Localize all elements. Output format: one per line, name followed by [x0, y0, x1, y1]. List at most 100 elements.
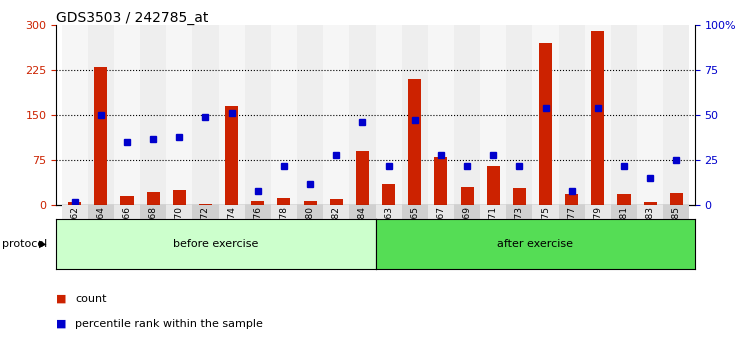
Text: GDS3503 / 242785_at: GDS3503 / 242785_at — [56, 11, 209, 25]
Bar — [68, 202, 81, 205]
Bar — [114, 205, 140, 219]
Text: GSM306079: GSM306079 — [593, 206, 602, 261]
Text: GSM306067: GSM306067 — [436, 206, 445, 261]
Text: GSM306075: GSM306075 — [541, 206, 550, 261]
Bar — [146, 192, 160, 205]
Bar — [506, 205, 532, 219]
Text: GSM306064: GSM306064 — [96, 206, 105, 261]
Text: GSM306078: GSM306078 — [279, 206, 288, 261]
Bar — [591, 31, 605, 205]
Text: GSM306085: GSM306085 — [672, 206, 681, 261]
Text: GSM306062: GSM306062 — [70, 206, 79, 261]
Text: GSM306076: GSM306076 — [253, 206, 262, 261]
Text: GSM306070: GSM306070 — [175, 206, 184, 261]
Bar — [460, 187, 474, 205]
Bar — [349, 25, 376, 205]
Bar — [644, 202, 656, 205]
Text: ■: ■ — [56, 294, 67, 304]
Bar — [95, 67, 107, 205]
Bar — [297, 205, 323, 219]
Bar — [409, 79, 421, 205]
Bar — [663, 25, 689, 205]
Bar — [252, 200, 264, 205]
Bar — [663, 205, 689, 219]
Bar — [513, 188, 526, 205]
Bar — [114, 25, 140, 205]
Text: count: count — [75, 294, 107, 304]
Bar — [670, 193, 683, 205]
Text: GSM306063: GSM306063 — [384, 206, 393, 261]
Bar — [611, 25, 637, 205]
Bar — [140, 25, 166, 205]
Bar — [617, 194, 631, 205]
Bar — [277, 198, 291, 205]
Bar — [566, 194, 578, 205]
Text: GSM306080: GSM306080 — [306, 206, 315, 261]
Text: GSM306065: GSM306065 — [410, 206, 419, 261]
Bar — [245, 25, 271, 205]
Bar — [271, 205, 297, 219]
Bar — [611, 205, 637, 219]
Bar — [637, 205, 663, 219]
Bar — [303, 200, 317, 205]
Bar — [382, 184, 395, 205]
Bar — [166, 205, 192, 219]
Bar — [532, 25, 559, 205]
Bar — [271, 25, 297, 205]
Text: GSM306081: GSM306081 — [620, 206, 629, 261]
Text: GSM306069: GSM306069 — [463, 206, 472, 261]
Bar — [297, 25, 323, 205]
Bar — [637, 25, 663, 205]
Bar — [376, 25, 402, 205]
Bar — [434, 157, 448, 205]
Text: GSM306077: GSM306077 — [567, 206, 576, 261]
Bar — [330, 199, 342, 205]
Bar — [454, 205, 480, 219]
Text: GSM306074: GSM306074 — [227, 206, 236, 261]
Text: GSM306072: GSM306072 — [201, 206, 210, 261]
Text: GSM306071: GSM306071 — [489, 206, 498, 261]
Text: percentile rank within the sample: percentile rank within the sample — [75, 319, 263, 329]
Bar — [585, 205, 611, 219]
Text: GSM306084: GSM306084 — [358, 206, 367, 261]
Bar — [487, 166, 499, 205]
Bar — [559, 25, 585, 205]
Bar — [88, 25, 114, 205]
Bar — [532, 205, 559, 219]
Text: after exercise: after exercise — [497, 239, 573, 249]
Bar — [480, 25, 506, 205]
Bar — [219, 205, 245, 219]
Bar — [219, 25, 245, 205]
Bar — [62, 25, 88, 205]
Bar — [402, 205, 428, 219]
Text: ▶: ▶ — [39, 239, 47, 249]
Bar — [428, 205, 454, 219]
Bar — [166, 25, 192, 205]
Bar — [192, 25, 219, 205]
Bar — [349, 205, 376, 219]
Bar — [480, 205, 506, 219]
Text: GSM306082: GSM306082 — [332, 206, 341, 261]
Bar — [559, 205, 585, 219]
Bar — [173, 190, 185, 205]
Bar — [454, 25, 480, 205]
Bar — [585, 25, 611, 205]
Text: ■: ■ — [56, 319, 67, 329]
Bar — [539, 43, 552, 205]
Bar — [506, 25, 532, 205]
Bar — [88, 205, 114, 219]
Bar — [376, 205, 402, 219]
Text: before exercise: before exercise — [173, 239, 258, 249]
Text: GSM306066: GSM306066 — [122, 206, 131, 261]
Text: GSM306073: GSM306073 — [515, 206, 524, 261]
Bar — [323, 25, 349, 205]
Bar — [356, 151, 369, 205]
Text: protocol: protocol — [2, 239, 47, 249]
Bar — [199, 204, 212, 205]
Text: GSM306068: GSM306068 — [149, 206, 158, 261]
Bar — [192, 205, 219, 219]
Bar — [62, 205, 88, 219]
Bar — [428, 25, 454, 205]
Bar — [402, 25, 428, 205]
Bar — [323, 205, 349, 219]
